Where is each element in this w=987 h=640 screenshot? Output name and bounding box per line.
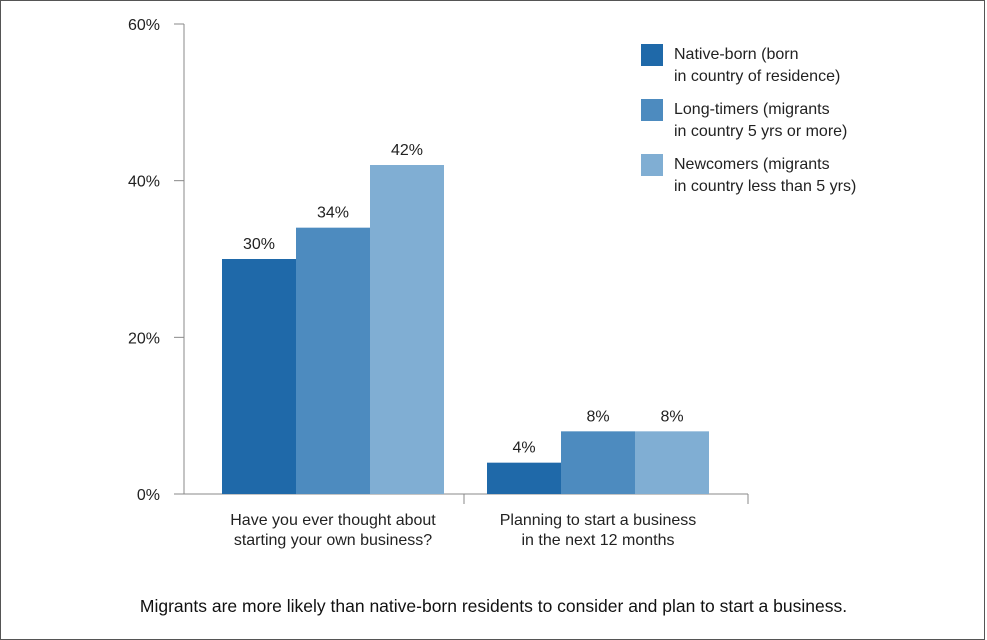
legend-swatch [641, 44, 663, 66]
y-tick-label: 40% [128, 174, 160, 191]
legend: Native-born (born in country of residence… [641, 44, 856, 195]
legend-label: Newcomers (migrants [674, 156, 830, 173]
bar [370, 165, 444, 494]
legend-label: Native-born (born [674, 46, 799, 63]
data-label: 8% [660, 408, 683, 425]
legend-label: Long-timers (migrants [674, 101, 830, 118]
x-category-label: Have you ever thought about [230, 512, 436, 529]
bar-chart: 0% 20% 40% 60% Have you ever thought about st… [128, 17, 856, 549]
bars: 30% 34% 42% 4% 8% 8% [222, 142, 709, 494]
bar [222, 259, 296, 494]
axes: 0% 20% 40% 60% Have you ever thought about st… [128, 17, 749, 549]
legend-label: in country less than 5 yrs) [674, 178, 856, 195]
y-tick-label: 0% [137, 487, 160, 504]
x-category-label: starting your own business? [234, 532, 432, 549]
chart-caption: Migrants are more likely than native-bor… [139, 596, 848, 616]
y-tick-label: 20% [128, 330, 160, 347]
y-tick-label: 60% [128, 17, 160, 34]
legend-label: in country of residence) [674, 68, 840, 85]
bar [296, 227, 370, 494]
legend-swatch [641, 99, 663, 121]
legend-swatch [641, 154, 663, 176]
data-label: 42% [391, 142, 423, 159]
data-label: 4% [512, 440, 535, 457]
x-category-label: in the next 12 months [522, 532, 675, 549]
data-label: 34% [317, 205, 349, 222]
data-label: 8% [586, 408, 609, 425]
legend-label: in country 5 yrs or more) [674, 123, 847, 140]
bar [635, 431, 709, 494]
data-label: 30% [243, 236, 275, 253]
bar [487, 462, 561, 494]
bar [561, 431, 635, 494]
x-category-label: Planning to start a business [500, 512, 697, 529]
